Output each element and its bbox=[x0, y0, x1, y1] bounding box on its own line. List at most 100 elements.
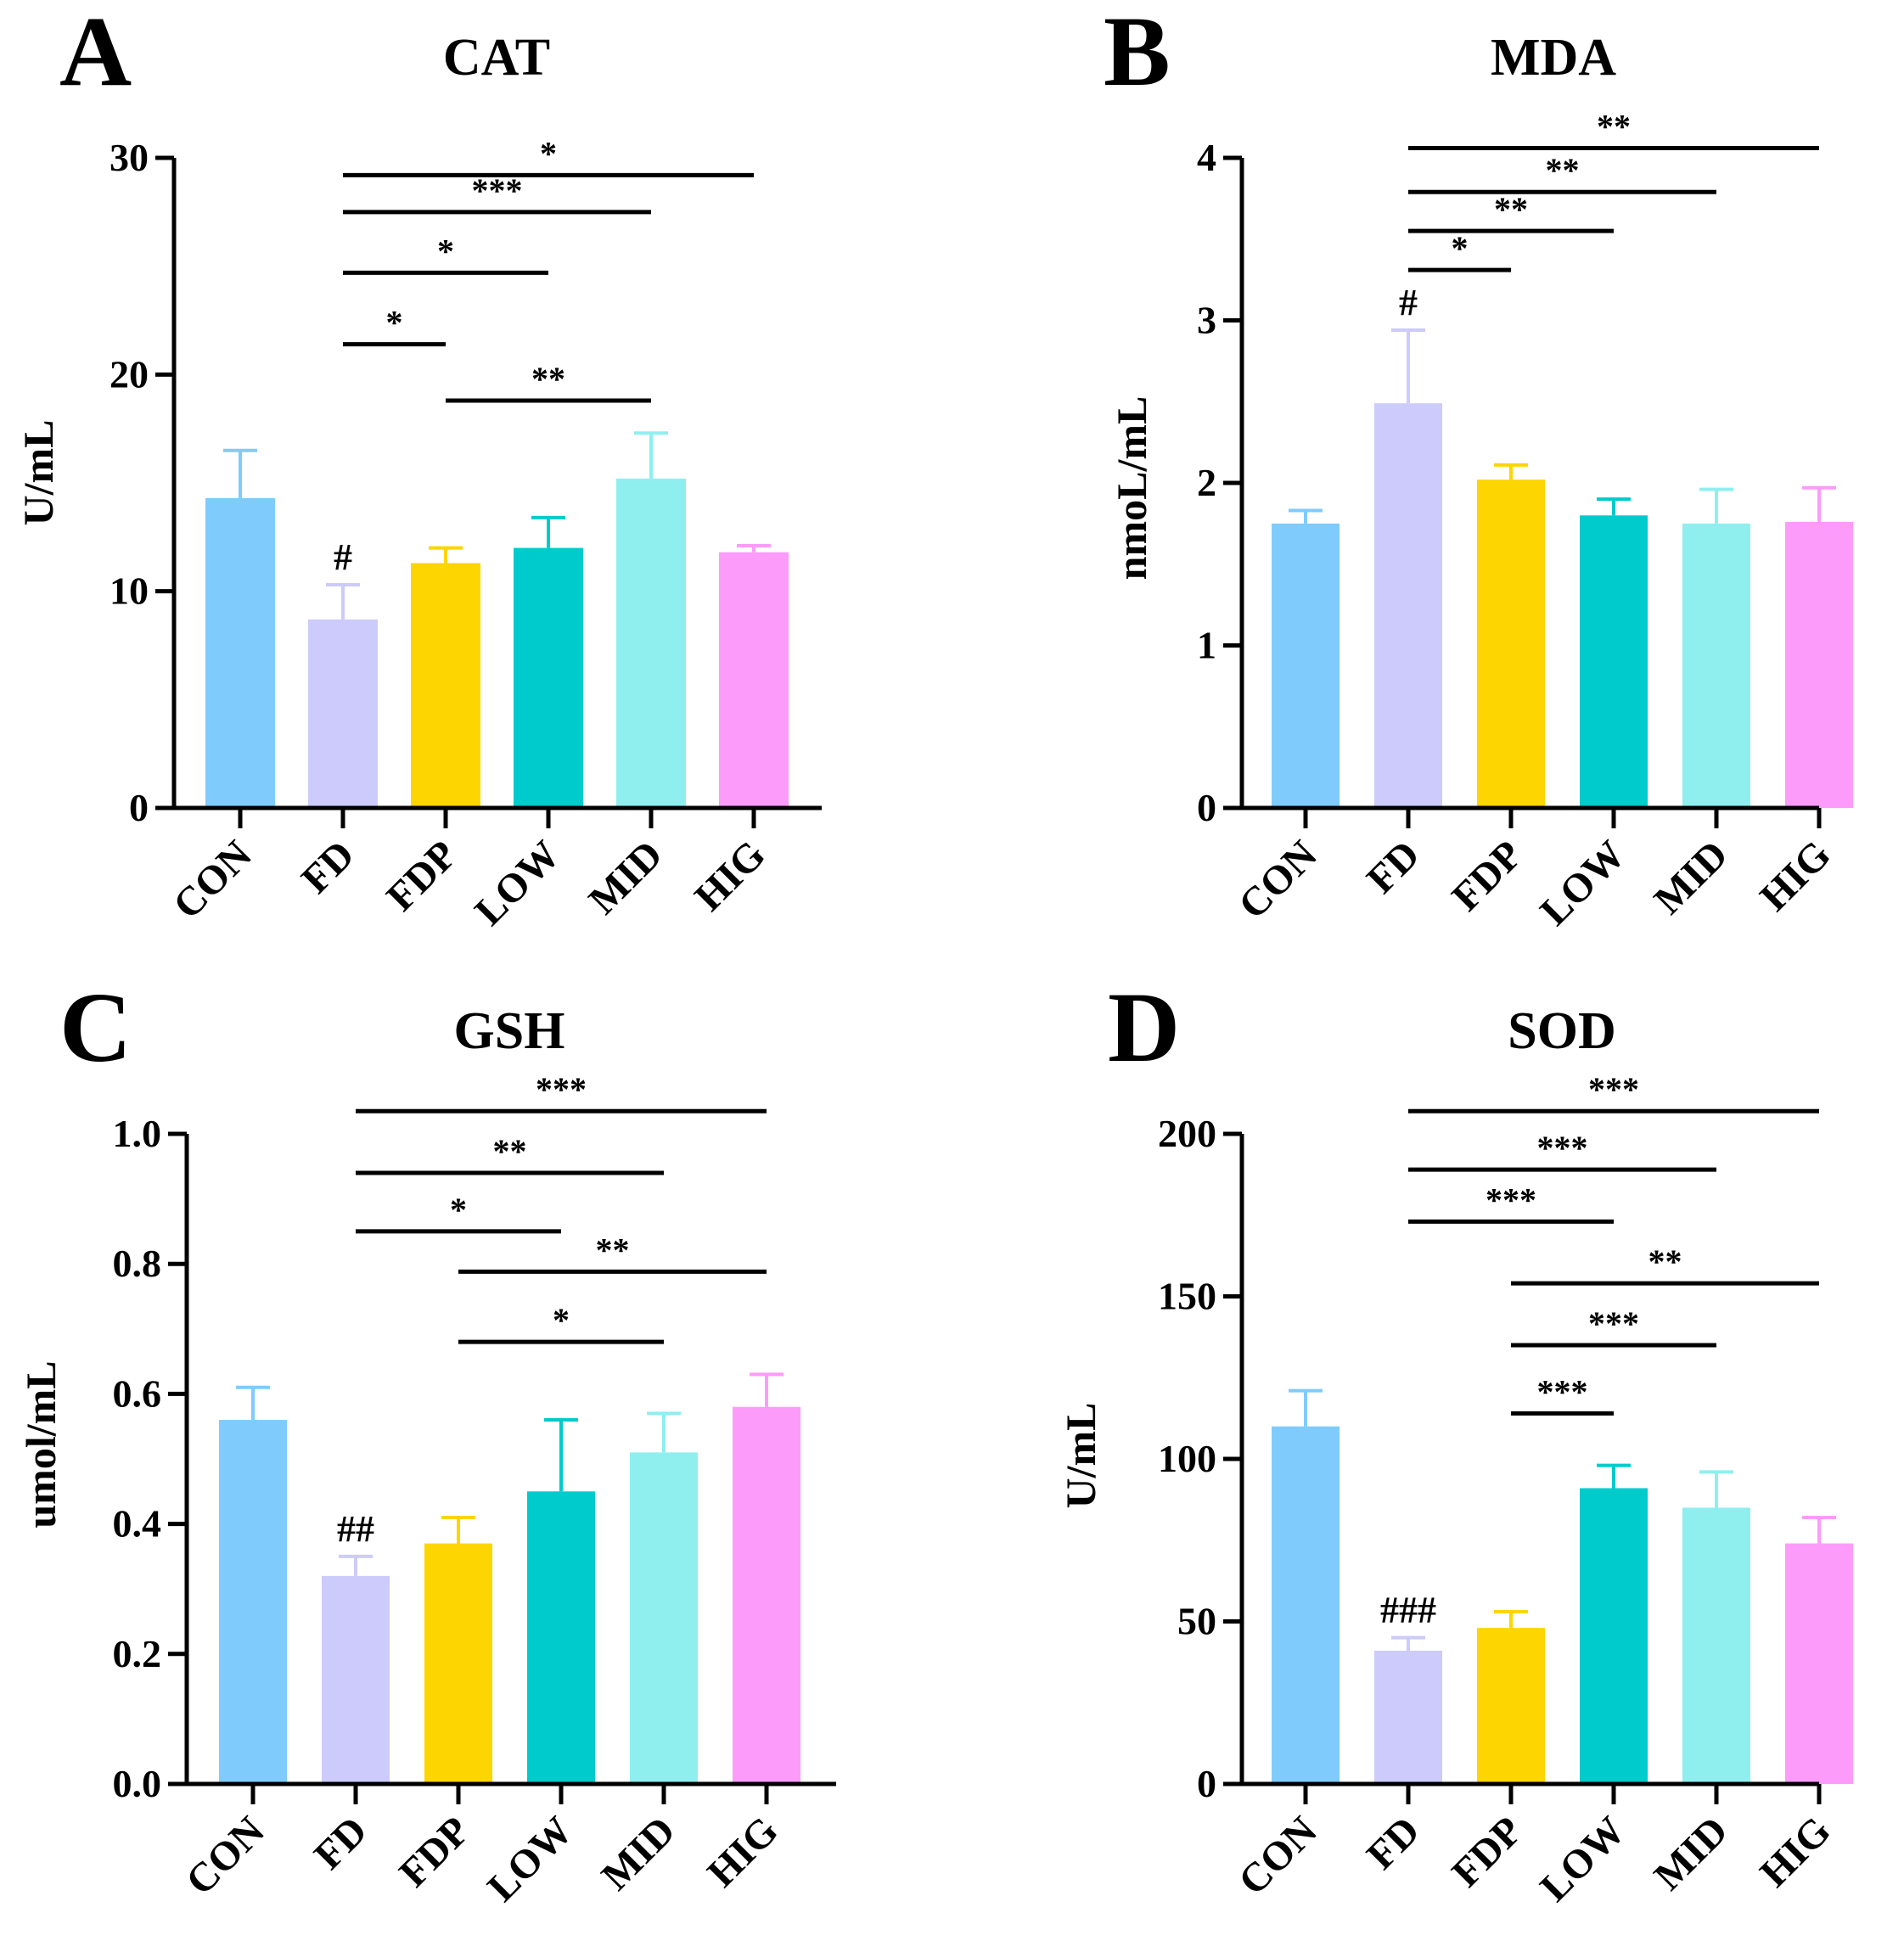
x-tick-label-con: CON bbox=[165, 832, 261, 928]
x-tick-label-con: CON bbox=[1230, 1808, 1326, 1904]
y-tick-label: 100 bbox=[1158, 1437, 1216, 1480]
y-tick-label: 0 bbox=[129, 786, 149, 829]
panel-gsh: C GSH umol/mL 0.0 0.2 0.4 0.6 0.8 1.0 CON FD FDP… bbox=[17, 972, 836, 1910]
bar-con bbox=[219, 1420, 287, 1784]
y-tick-label: 0.4 bbox=[113, 1502, 162, 1545]
bar-con bbox=[1272, 523, 1340, 808]
comparison-label: * bbox=[540, 134, 557, 172]
y-axis-label-sod: U/mL bbox=[1057, 1403, 1104, 1509]
comparison-label: *** bbox=[1537, 1129, 1588, 1167]
x-tick-label-fd: FD bbox=[293, 832, 363, 902]
chart-title-cat: CAT bbox=[443, 29, 550, 87]
x-tick-label-hig: HIG bbox=[1751, 1808, 1839, 1895]
bar-fdp bbox=[1477, 1628, 1545, 1784]
y-axis-label-gsh: umol/mL bbox=[17, 1360, 65, 1528]
comparison-label: * bbox=[386, 304, 403, 342]
bar-fd bbox=[308, 619, 378, 808]
comparison-label: *** bbox=[1588, 1304, 1639, 1343]
x-tick-label-low: LOW bbox=[479, 1808, 581, 1910]
y-tick-label: 3 bbox=[1197, 299, 1216, 342]
bar-hig bbox=[733, 1406, 800, 1784]
comparison-label: ** bbox=[531, 360, 565, 398]
chart-title-mda: MDA bbox=[1491, 29, 1616, 87]
comparison-label: ** bbox=[1648, 1242, 1682, 1281]
bar-hig bbox=[719, 552, 789, 808]
bar-hig bbox=[1785, 1543, 1853, 1784]
bar-con bbox=[1272, 1426, 1340, 1784]
x-tick-label-con: CON bbox=[1230, 832, 1326, 928]
y-tick-label: 0.2 bbox=[113, 1632, 162, 1675]
x-tick-label-fd: FD bbox=[306, 1808, 376, 1878]
bar-low bbox=[1580, 515, 1648, 808]
y-tick-label: 30 bbox=[110, 136, 149, 179]
x-tick-label-mid: MID bbox=[1646, 832, 1737, 923]
y-tick-label: 2 bbox=[1197, 461, 1216, 504]
y-tick-label: 0.0 bbox=[113, 1762, 162, 1805]
y-tick-label: 1.0 bbox=[113, 1112, 162, 1155]
significance-marker: # bbox=[1399, 282, 1418, 323]
x-tick-label-mid: MID bbox=[593, 1808, 684, 1899]
comparison-label: * bbox=[1452, 229, 1469, 267]
bar-fdp bbox=[1477, 480, 1545, 808]
comparison-label: * bbox=[450, 1191, 467, 1229]
bar-low bbox=[514, 547, 583, 808]
bar-fd bbox=[322, 1575, 390, 1784]
bar-fd bbox=[1374, 1650, 1442, 1784]
y-axis-label-mda: nmoL/mL bbox=[1108, 396, 1155, 581]
chart-title-gsh: GSH bbox=[454, 1002, 565, 1060]
x-tick-label-low: LOW bbox=[1531, 832, 1633, 934]
bar-low bbox=[1580, 1488, 1648, 1784]
y-tick-label: 20 bbox=[110, 352, 149, 395]
bar-mid bbox=[630, 1452, 698, 1784]
x-tick-label-fdp: FDP bbox=[390, 1808, 478, 1895]
y-tick-label: 0 bbox=[1197, 786, 1216, 829]
bar-mid bbox=[1682, 523, 1750, 808]
panel-sod: D SOD U/mL 0 50 100 150 200 CON FD FDP LOW MID HIG… bbox=[1057, 972, 1853, 1910]
comparison-label: *** bbox=[1537, 1372, 1588, 1411]
x-tick-label-mid: MID bbox=[1646, 1808, 1737, 1899]
x-tick-label-hig: HIG bbox=[1751, 832, 1839, 919]
y-tick-label: 150 bbox=[1158, 1275, 1216, 1318]
x-tick-label-fdp: FDP bbox=[378, 832, 465, 919]
y-tick-label: 200 bbox=[1158, 1112, 1216, 1155]
comparison-label: ** bbox=[493, 1132, 527, 1170]
bar-fdp bbox=[411, 563, 480, 808]
bar-con bbox=[205, 497, 275, 808]
panel-letter-c: C bbox=[59, 972, 132, 1083]
bar-mid bbox=[616, 478, 686, 808]
bar-fd bbox=[1374, 403, 1442, 808]
x-tick-label-fdp: FDP bbox=[1443, 832, 1531, 919]
comparison-label: *** bbox=[536, 1070, 587, 1108]
x-tick-label-low: LOW bbox=[466, 832, 568, 934]
x-tick-label-hig: HIG bbox=[686, 832, 773, 919]
significance-marker: ### bbox=[1380, 1590, 1436, 1631]
comparison-label: ** bbox=[1597, 108, 1631, 146]
chart-title-sod: SOD bbox=[1508, 1002, 1615, 1060]
comparison-label: *** bbox=[472, 171, 523, 210]
comparison-label: *** bbox=[1486, 1181, 1536, 1219]
bar-mid bbox=[1682, 1507, 1750, 1784]
comparison-label: ** bbox=[1494, 190, 1528, 228]
y-tick-label: 0 bbox=[1197, 1762, 1216, 1805]
y-tick-label: 4 bbox=[1197, 136, 1216, 179]
x-tick-label-fdp: FDP bbox=[1443, 1808, 1531, 1895]
significance-marker: ## bbox=[337, 1508, 374, 1550]
x-tick-label-fd: FD bbox=[1358, 832, 1429, 902]
y-axis-label-cat: U/mL bbox=[14, 420, 62, 526]
comparison-label: ** bbox=[596, 1231, 630, 1269]
significance-marker: # bbox=[334, 536, 352, 578]
comparison-label: * bbox=[437, 232, 454, 270]
y-tick-label: 0.8 bbox=[113, 1242, 162, 1285]
panel-letter-a: A bbox=[59, 0, 132, 107]
comparison-label: ** bbox=[1546, 151, 1580, 189]
x-tick-label-low: LOW bbox=[1531, 1808, 1633, 1910]
comparison-label: * bbox=[553, 1301, 570, 1339]
x-tick-label-fd: FD bbox=[1358, 1808, 1429, 1878]
x-tick-label-con: CON bbox=[177, 1808, 273, 1904]
bar-hig bbox=[1785, 521, 1853, 808]
panel-letter-b: B bbox=[1104, 0, 1171, 107]
panel-letter-d: D bbox=[1108, 972, 1180, 1083]
bar-low bbox=[527, 1491, 595, 1784]
